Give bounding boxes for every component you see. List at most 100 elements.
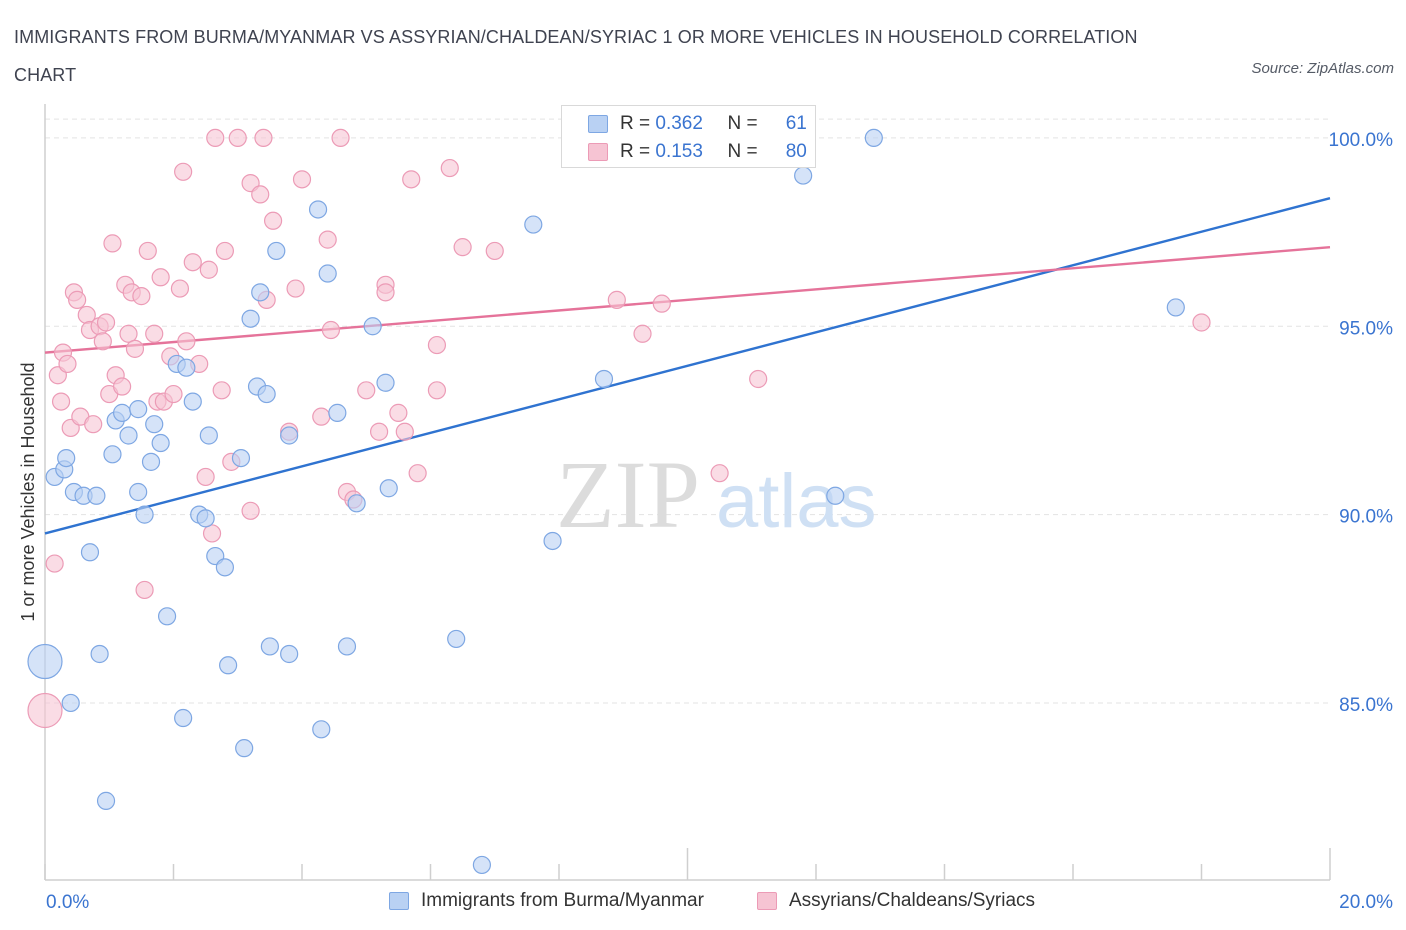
- point-assyrian: [84, 415, 103, 434]
- point-burma: [864, 128, 883, 148]
- point-assyrian: [212, 381, 231, 400]
- point-assyrian: [427, 335, 447, 355]
- point-burma: [376, 373, 395, 392]
- r-value-1: 0.362: [655, 113, 703, 134]
- point-burma: [27, 643, 63, 680]
- gridlines: [45, 118, 1330, 704]
- point-assyrian: [138, 241, 157, 261]
- point-assyrian: [27, 692, 63, 729]
- legend-label-burma: Immigrants from Burma/Myanmar: [421, 890, 704, 911]
- point-assyrian: [312, 407, 331, 426]
- y-axis-title: 1 or more Vehicles in Household: [18, 362, 38, 621]
- point-assyrian: [376, 283, 395, 302]
- point-assyrian: [51, 392, 71, 411]
- point-assyrian: [395, 422, 414, 441]
- point-assyrian: [215, 241, 234, 261]
- watermark-zip: ZIP: [556, 441, 700, 548]
- source-label: Source: ZipAtlas.com: [1251, 60, 1394, 77]
- point-burma: [87, 486, 106, 505]
- point-burma: [90, 644, 109, 664]
- point-assyrian: [164, 384, 183, 404]
- point-assyrian: [440, 158, 459, 178]
- point-assyrian: [241, 501, 260, 520]
- point-assyrian: [607, 290, 626, 309]
- point-burma: [215, 558, 234, 577]
- point-burma: [235, 739, 254, 758]
- point-burma: [129, 482, 148, 502]
- point-assyrian: [749, 369, 768, 389]
- watermark: ZIP atlas: [556, 441, 877, 548]
- point-assyrian: [228, 128, 247, 148]
- point-burma: [57, 448, 76, 468]
- point-assyrian: [370, 422, 389, 441]
- point-assyrian: [427, 381, 447, 400]
- point-burma: [145, 415, 164, 434]
- point-burma: [80, 543, 100, 562]
- point-assyrian: [112, 377, 132, 396]
- point-assyrian: [357, 381, 376, 400]
- point-burma: [337, 637, 357, 656]
- point-burma: [157, 607, 177, 626]
- y-tick-label: 90.0%: [1339, 507, 1393, 528]
- trend-lines: [44, 197, 1331, 535]
- point-burma: [312, 720, 331, 739]
- point-assyrian: [58, 354, 77, 374]
- y-tick-label: 85.0%: [1339, 695, 1393, 716]
- point-assyrian: [145, 324, 164, 343]
- point-assyrian: [318, 230, 337, 249]
- point-burma: [219, 656, 238, 675]
- point-assyrian: [196, 467, 215, 487]
- point-burma: [363, 317, 382, 336]
- stats-legend: R = 0.362 N = 61 R = 0.153 N = 80: [561, 105, 816, 168]
- point-burma: [183, 392, 202, 411]
- point-burma: [61, 693, 80, 713]
- y-tick-label: 95.0%: [1339, 318, 1393, 339]
- axes: [44, 104, 1331, 881]
- point-assyrian: [254, 128, 273, 148]
- point-assyrian: [96, 313, 116, 332]
- point-burma: [119, 426, 138, 445]
- point-assyrian: [103, 234, 122, 253]
- watermark-atlas: atlas: [716, 459, 877, 544]
- n-value-2: 80: [785, 141, 807, 162]
- point-assyrian: [68, 290, 87, 309]
- point-burma: [308, 200, 328, 219]
- legend-swatch-pink: [588, 143, 608, 161]
- point-burma: [472, 855, 491, 875]
- n-label-1: N =: [727, 113, 763, 134]
- point-burma: [141, 452, 161, 471]
- trend-line-assyrian: [44, 245, 1331, 354]
- point-assyrian: [125, 339, 145, 358]
- point-assyrian: [202, 524, 222, 543]
- trend-line-burma: [44, 197, 1331, 535]
- point-assyrian: [331, 128, 350, 148]
- y-tick-label: 100.0%: [1329, 130, 1394, 151]
- point-burma: [151, 433, 170, 453]
- legend-label-assyrian: Assyrians/Chaldeans/Syriacs: [789, 890, 1036, 911]
- point-burma: [135, 505, 154, 524]
- point-burma: [241, 309, 260, 328]
- point-assyrian: [402, 170, 421, 189]
- point-burma: [257, 384, 276, 404]
- r-value-2: 0.153: [655, 141, 703, 162]
- point-assyrian: [1192, 313, 1211, 332]
- point-burma: [267, 241, 286, 261]
- point-assyrian: [183, 253, 202, 272]
- point-assyrian: [710, 464, 729, 483]
- point-burma: [347, 494, 366, 513]
- point-burma: [129, 400, 148, 419]
- point-assyrian: [135, 580, 154, 600]
- point-burma: [112, 403, 132, 422]
- point-assyrian: [321, 320, 341, 340]
- point-burma: [199, 426, 218, 445]
- point-assyrian: [151, 268, 170, 287]
- point-assyrian: [292, 170, 312, 189]
- point-burma: [177, 358, 196, 377]
- point-burma: [196, 509, 215, 528]
- n-label-2: N =: [727, 141, 763, 162]
- point-burma: [1166, 298, 1185, 317]
- n-value-1: 61: [785, 113, 807, 134]
- point-assyrian: [263, 211, 283, 230]
- point-assyrian: [199, 260, 218, 279]
